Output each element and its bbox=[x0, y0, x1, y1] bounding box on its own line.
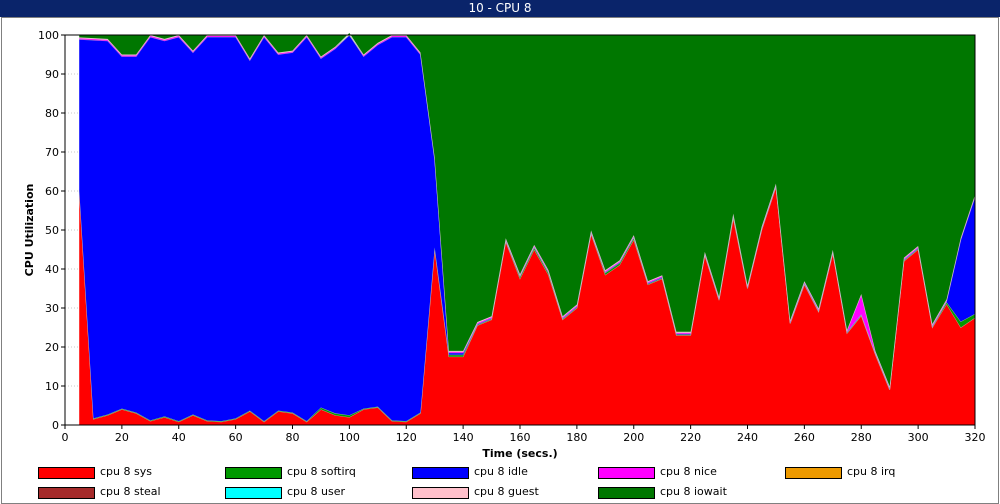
legend-label: cpu 8 iowait bbox=[660, 485, 727, 498]
x-tick-label: 100 bbox=[339, 431, 360, 444]
legend-label: cpu 8 softirq bbox=[287, 465, 356, 478]
x-tick-label: 160 bbox=[510, 431, 531, 444]
y-tick-label: 20 bbox=[45, 341, 59, 354]
x-tick-label: 120 bbox=[396, 431, 417, 444]
legend-swatch bbox=[38, 467, 95, 479]
legend-swatch bbox=[225, 467, 282, 479]
x-tick-label: 280 bbox=[851, 431, 872, 444]
y-tick-label: 50 bbox=[45, 224, 59, 237]
legend-label: cpu 8 irq bbox=[847, 465, 896, 478]
y-tick-labels: 0 10 20 30 40 50 60 70 80 90 100 bbox=[38, 29, 59, 432]
x-tick-label: 320 bbox=[965, 431, 986, 444]
y-axis-label: CPU Utilization bbox=[23, 184, 36, 277]
x-tick-label: 80 bbox=[286, 431, 300, 444]
y-tick-label: 60 bbox=[45, 185, 59, 198]
y-tick-label: 80 bbox=[45, 107, 59, 120]
legend-swatch bbox=[38, 487, 95, 499]
window-title: 10 - CPU 8 bbox=[468, 1, 532, 15]
legend-swatch bbox=[598, 467, 655, 479]
x-tick-label: 60 bbox=[229, 431, 243, 444]
legend-swatch bbox=[412, 467, 469, 479]
x-tick-label: 260 bbox=[794, 431, 815, 444]
y-tick-label: 40 bbox=[45, 263, 59, 276]
legend-label: cpu 8 nice bbox=[660, 465, 717, 478]
axes bbox=[61, 34, 976, 429]
x-tick-label: 0 bbox=[62, 431, 69, 444]
y-tick-label: 10 bbox=[45, 380, 59, 393]
area-series bbox=[78, 33, 976, 425]
x-tick-label: 180 bbox=[566, 431, 587, 444]
x-axis-label: Time (secs.) bbox=[482, 447, 557, 460]
y-tick-label: 30 bbox=[45, 302, 59, 315]
area-cpu-8-iowait bbox=[79, 33, 976, 387]
legend-swatch bbox=[598, 487, 655, 499]
window-title-bar: 10 - CPU 8 bbox=[0, 0, 1000, 17]
legend-label: cpu 8 steal bbox=[100, 485, 161, 498]
x-tick-label: 240 bbox=[737, 431, 758, 444]
x-tick-labels: 0 20 40 60 80 100 120 140 160 180 200 220 240 260 280 3… bbox=[62, 431, 986, 444]
legend-swatch bbox=[225, 487, 282, 499]
legend-label: cpu 8 idle bbox=[474, 465, 528, 478]
area-cpu-8-idle bbox=[79, 35, 976, 422]
x-tick-label: 300 bbox=[908, 431, 929, 444]
area-cpu-8-sys bbox=[79, 187, 976, 425]
legend-label: cpu 8 user bbox=[287, 485, 345, 498]
legend-swatch bbox=[412, 487, 469, 499]
x-tick-label: 200 bbox=[623, 431, 644, 444]
x-tick-label: 220 bbox=[680, 431, 701, 444]
legend-swatch bbox=[785, 467, 842, 479]
y-tick-label: 90 bbox=[45, 68, 59, 81]
y-tick-label: 0 bbox=[52, 419, 59, 432]
x-tick-label: 20 bbox=[115, 431, 129, 444]
x-tick-label: 40 bbox=[172, 431, 186, 444]
y-tick-label: 100 bbox=[38, 29, 59, 42]
legend-label: cpu 8 sys bbox=[100, 465, 152, 478]
legend-label: cpu 8 guest bbox=[474, 485, 539, 498]
x-tick-label: 140 bbox=[453, 431, 474, 444]
y-tick-label: 70 bbox=[45, 146, 59, 159]
